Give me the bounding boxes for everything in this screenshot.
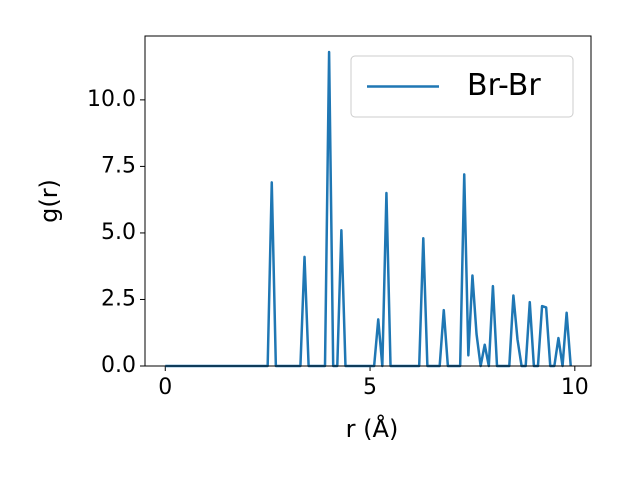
x-axis-label: r (Å) — [346, 414, 399, 443]
y-tick-label: 10.0 — [87, 87, 136, 112]
x-tick-label: 5 — [363, 375, 377, 400]
legend-label: Br-Br — [467, 68, 541, 103]
x-tick-label: 0 — [158, 375, 172, 400]
y-axis-label: g(r) — [35, 179, 63, 223]
y-tick-label: 7.5 — [101, 153, 136, 178]
y-tick-label: 5.0 — [101, 220, 136, 245]
legend-box — [350, 55, 574, 118]
y-tick-label: 0.0 — [101, 353, 136, 378]
x-tick-label: 10 — [561, 375, 589, 400]
y-tick-label: 2.5 — [101, 286, 136, 311]
plot-frame — [144, 35, 592, 367]
